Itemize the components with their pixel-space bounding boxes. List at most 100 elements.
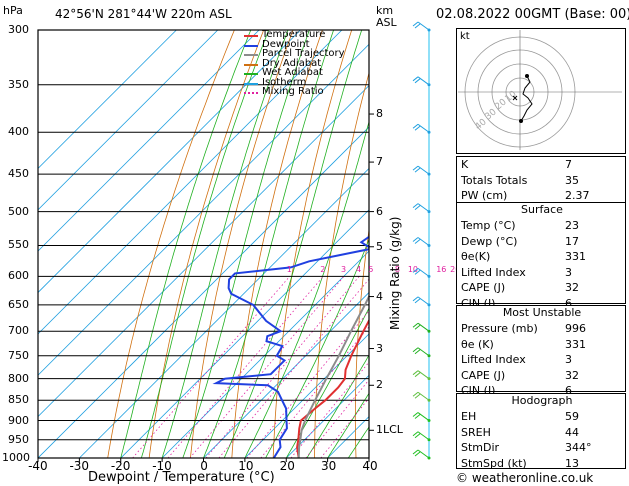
legend-swatch bbox=[244, 92, 258, 94]
storm-motion-marker bbox=[512, 95, 518, 101]
index-value: 344° bbox=[565, 441, 592, 454]
isotherm-line bbox=[286, 374, 369, 458]
pressure-tick-label: 650 bbox=[8, 297, 29, 311]
temp-tick-label: -20 bbox=[110, 459, 131, 473]
wet-adiabat-line bbox=[285, 307, 369, 458]
index-label: Lifted Index bbox=[461, 265, 526, 279]
isotherm-line bbox=[38, 30, 301, 294]
temp-tick-label: 40 bbox=[362, 459, 378, 473]
mixing-ratio-tick-label: 16 bbox=[436, 265, 447, 275]
wind-barb bbox=[412, 296, 430, 306]
legend-swatch bbox=[244, 35, 258, 37]
legend-label: Isotherm bbox=[262, 76, 307, 88]
mixing-ratio-tick-label: 8 bbox=[394, 265, 400, 275]
height-unit-sub: ASL bbox=[376, 16, 397, 29]
height-tick-label: 6 bbox=[376, 204, 383, 218]
mixing-ratio-line bbox=[189, 276, 345, 458]
legend-item: Mixing Ratio bbox=[244, 87, 374, 97]
pressure-tick-label: 1000 bbox=[2, 451, 30, 464]
height-tick-label: 7 bbox=[376, 155, 383, 169]
pressure-tick-label: 450 bbox=[8, 167, 29, 181]
index-row: θe (K) 331 bbox=[457, 337, 627, 353]
index-label: θe (K) bbox=[461, 337, 494, 351]
legend-item: Temperature bbox=[244, 30, 374, 40]
index-panel-hodograph: Hodograph EH 59 SREH 44 StmDir 344° StmSpd (kt)… bbox=[456, 393, 627, 472]
isotherm-line bbox=[203, 291, 369, 458]
mixing-ratio-tick-label: 1 bbox=[286, 265, 292, 275]
index-value: 3 bbox=[565, 353, 572, 366]
isotherm-line bbox=[120, 209, 369, 458]
legend-label: Temperature bbox=[262, 29, 326, 40]
wind-barb bbox=[412, 322, 430, 332]
mixing-ratio-tick-label: 20 bbox=[450, 265, 460, 274]
isotherm-line bbox=[38, 126, 369, 458]
index-section-title-text: Surface bbox=[521, 203, 563, 216]
wet-adiabat-line bbox=[306, 354, 369, 458]
legend-swatch bbox=[244, 44, 258, 47]
height-tick-label: 8 bbox=[376, 107, 383, 121]
x-axis-label: Dewpoint / Temperature (°C) bbox=[88, 470, 275, 485]
temp-tick-label: -10 bbox=[152, 459, 172, 473]
mixing-ratio-tick-label: 2 bbox=[320, 265, 326, 275]
index-row: Pressure (mb) 996 bbox=[457, 321, 627, 337]
index-section-title: Most Unstable bbox=[457, 306, 627, 322]
index-row: Lifted Index 3 bbox=[457, 352, 627, 368]
index-section-title: Surface bbox=[457, 203, 627, 219]
wind-barb bbox=[412, 449, 430, 459]
legend-item: Wet Adiabat bbox=[244, 68, 374, 78]
pressure-tick-label: 500 bbox=[8, 204, 29, 218]
height-tick-label: 2 bbox=[376, 378, 383, 392]
index-value: 996 bbox=[565, 322, 586, 335]
index-row: StmDir 344° bbox=[457, 440, 627, 456]
wind-barb bbox=[412, 412, 430, 421]
index-row: StmSpd (kt) 13 bbox=[457, 456, 627, 472]
pressure-tick-label: 350 bbox=[8, 77, 29, 91]
index-label: StmDir bbox=[461, 441, 500, 454]
index-label: CAPE (J) bbox=[461, 281, 506, 294]
legend-item: Dewpoint bbox=[244, 39, 374, 50]
pressure-tick-label: 850 bbox=[8, 393, 29, 407]
index-row: θe(K) 331 bbox=[457, 249, 627, 265]
index-panel-most-unstable: Most Unstable Pressure (mb) 996 θe (K) 331 Li… bbox=[456, 305, 627, 397]
isotherm-line bbox=[244, 333, 369, 458]
location-title: 42°56'N 281°44'W 220m ASL bbox=[55, 7, 232, 21]
temp-tick-label: 30 bbox=[321, 459, 337, 473]
index-panel-surface: Surface Temp (°C) 23 Dewp (°C) 17 θe(K) 331 Lif… bbox=[456, 202, 627, 310]
isotherm-line bbox=[38, 30, 219, 211]
hodograph-panel bbox=[456, 28, 626, 154]
wind-barb bbox=[412, 268, 430, 277]
pressure-tick-label: 900 bbox=[8, 413, 29, 427]
index-label: StmSpd (kt) bbox=[461, 456, 527, 470]
mixing-ratio-tick-label: 4 bbox=[356, 265, 362, 275]
height-tick-label: 1LCL bbox=[376, 423, 403, 437]
index-value: 6 bbox=[565, 384, 572, 397]
wind-barb bbox=[412, 391, 430, 401]
index-value: 44 bbox=[565, 425, 579, 439]
height-tick-label: 3 bbox=[376, 341, 383, 355]
legend-swatch bbox=[244, 73, 258, 75]
isotherm-line bbox=[79, 167, 369, 458]
index-value: 32 bbox=[565, 281, 579, 294]
index-value: 6 bbox=[565, 296, 572, 310]
isotherm-line bbox=[38, 30, 343, 335]
isotherm-line bbox=[38, 85, 369, 418]
wind-barb bbox=[412, 347, 430, 357]
isotherm-line bbox=[161, 250, 369, 458]
index-section-title-text: Hodograph bbox=[511, 394, 573, 407]
index-value: 35 bbox=[565, 173, 579, 187]
index-label: PW (cm) bbox=[461, 189, 508, 202]
mixing-ratio-tick-label: 10 bbox=[407, 265, 419, 275]
pressure-tick-label: 750 bbox=[8, 348, 29, 362]
temp-tick-label: 0 bbox=[200, 459, 208, 473]
isotherm-line bbox=[38, 43, 369, 376]
legend-label: Dry Adiabat bbox=[262, 57, 322, 69]
height-tick-label: 5 bbox=[376, 239, 383, 253]
index-panel-top: K 7 Totals Totals 35 PW (cm) 2.37 bbox=[456, 156, 626, 208]
temp-tick-label: 10 bbox=[238, 459, 254, 473]
pressure-tick-label: 400 bbox=[8, 125, 29, 139]
temp-tick-label: -40 bbox=[28, 459, 48, 473]
legend-swatch bbox=[244, 63, 258, 66]
